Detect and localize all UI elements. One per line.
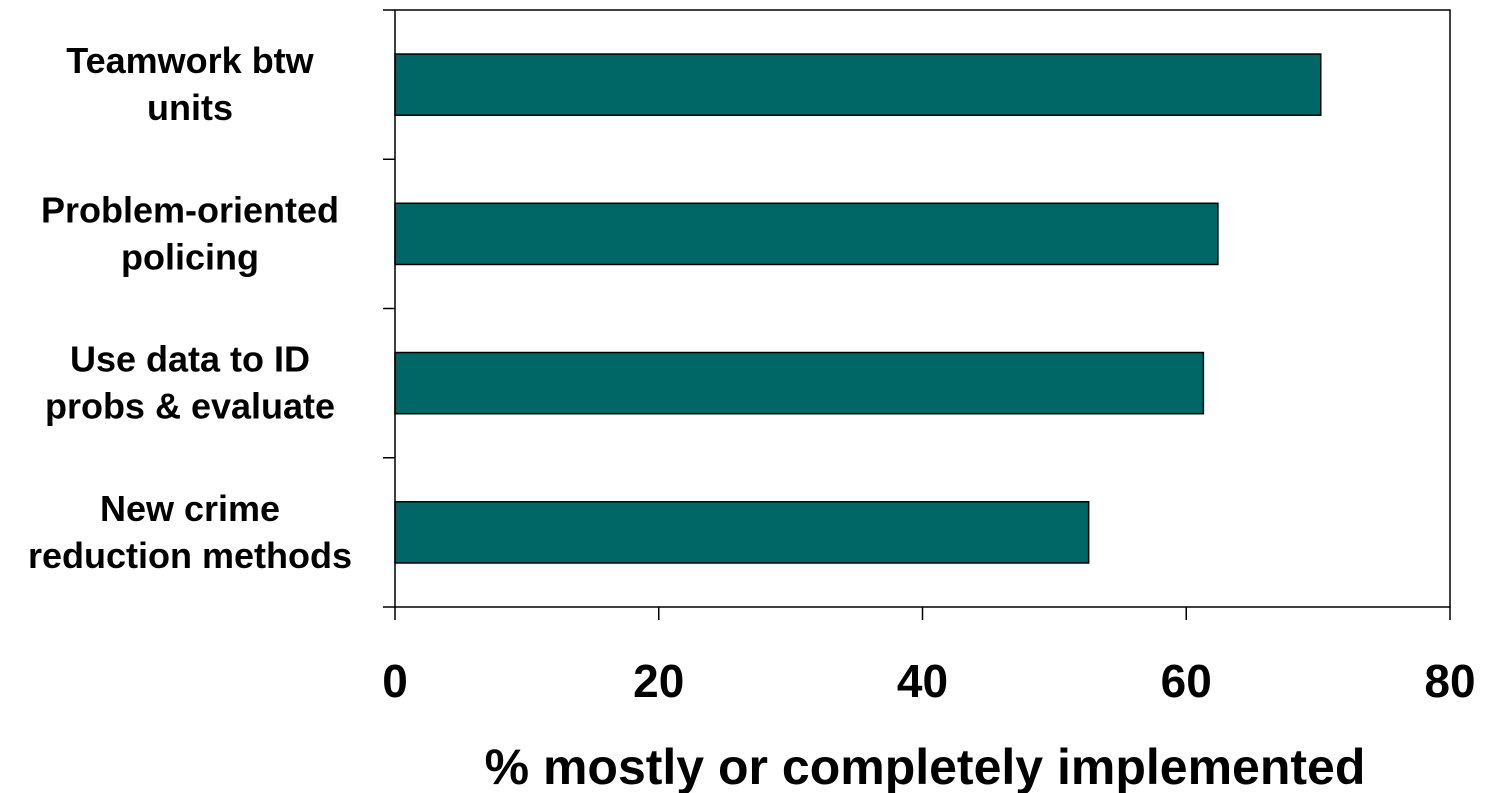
category-label-1-line-0: Problem-oriented [41,189,339,230]
labels-layer: 0 20 40 60 80 Teamwork btw units Problem-orient… [28,40,1476,707]
bar-1 [394,202,1219,266]
bar-2 [394,351,1205,415]
category-label-2: Use data to ID probs & evaluate [45,339,335,427]
category-label-2-line-1: probs & evaluate [45,386,335,427]
x-tick-label-3: 60 [1161,655,1212,707]
x-tick-label-4: 80 [1424,655,1475,707]
axes-layer [383,9,1451,620]
category-label-0-line-0: Teamwork btw [66,40,314,81]
x-axis-title: % mostly or completely implemented [485,739,1366,793]
bar-3 [394,501,1090,564]
category-label-3-line-0: New crime [100,488,280,529]
category-label-1: Problem-oriented policing [41,189,339,277]
category-label-0-line-1: units [147,87,233,128]
bar-0 [394,53,1322,116]
category-label-0: Teamwork btw units [66,40,314,128]
x-tick-label-0: 0 [382,655,408,707]
category-label-3-line-1: reduction methods [28,535,352,576]
bars-layer [394,53,1322,564]
category-label-2-line-0: Use data to ID [70,339,310,380]
category-label-1-line-1: policing [121,236,259,277]
x-tick-label-2: 40 [897,655,948,707]
category-label-3: New crime reduction methods [28,488,352,576]
x-tick-label-1: 20 [633,655,684,707]
